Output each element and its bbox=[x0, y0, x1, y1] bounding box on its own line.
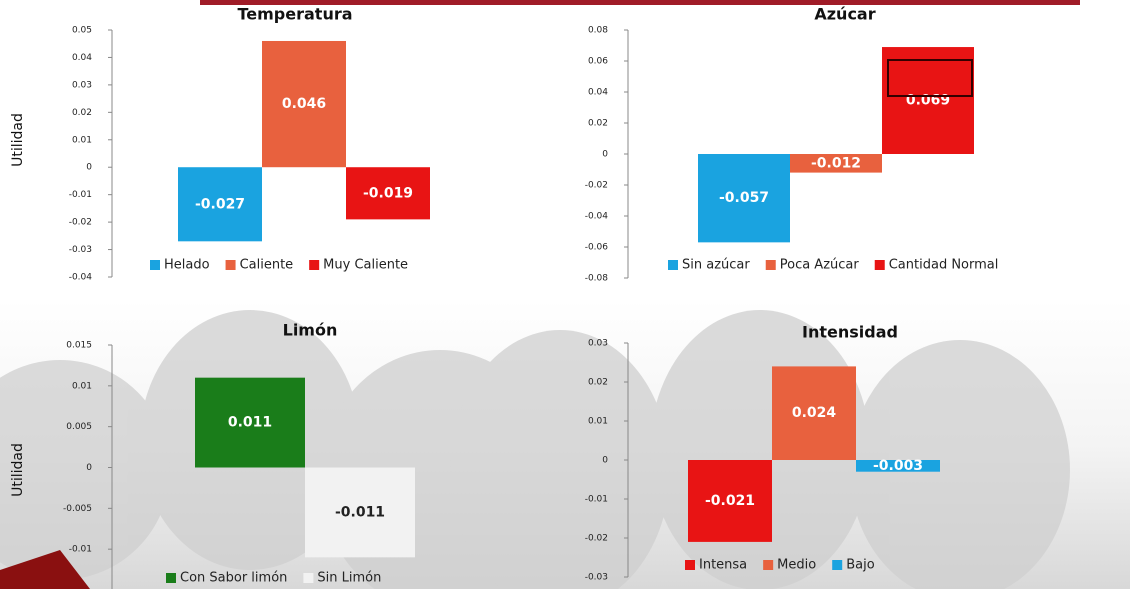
legend-label: Con Sabor limón bbox=[180, 571, 287, 586]
legend-label: Sin Limón bbox=[317, 571, 381, 586]
y-tick-label: -0.02 bbox=[585, 534, 608, 544]
value-label: -0.011 bbox=[335, 504, 385, 520]
slide: Temperatura Utilidad 0.05 0.04 0.03 0.02 0.01 0… bbox=[0, 0, 1130, 589]
y-tick-label: 0.03 bbox=[72, 80, 92, 90]
chart-title: Limón bbox=[283, 321, 338, 340]
y-tick-label: 0.01 bbox=[72, 135, 92, 145]
y-tick-label: -0.005 bbox=[63, 504, 92, 514]
y-tick-label: 0.005 bbox=[66, 422, 92, 432]
legend-label: Intensa bbox=[699, 558, 747, 573]
value-label: -0.003 bbox=[873, 458, 923, 474]
y-tick-label: 0 bbox=[86, 463, 92, 473]
y-tick-label: -0.02 bbox=[69, 218, 92, 228]
value-label: 0.011 bbox=[228, 415, 272, 431]
legend-label: Bajo bbox=[846, 558, 874, 573]
legend-swatch bbox=[150, 260, 160, 270]
chart-title: Temperatura bbox=[237, 5, 352, 24]
value-label: 0.069 bbox=[906, 93, 950, 109]
legend-swatch bbox=[668, 260, 678, 270]
legend-swatch bbox=[763, 560, 773, 570]
value-label: -0.019 bbox=[363, 185, 413, 201]
legend-label: Helado bbox=[164, 258, 210, 273]
y-tick-label: 0 bbox=[602, 150, 608, 160]
y-tick-label: -0.01 bbox=[69, 190, 92, 200]
legend-swatch bbox=[226, 260, 236, 270]
y-tick-label: 0.01 bbox=[588, 417, 608, 427]
value-label: -0.027 bbox=[195, 196, 245, 212]
legend-swatch bbox=[685, 560, 695, 570]
y-tick-label: 0.05 bbox=[72, 26, 92, 36]
y-tick-label: 0.02 bbox=[72, 108, 92, 118]
legend-swatch bbox=[832, 560, 842, 570]
y-tick-label: -0.03 bbox=[69, 245, 92, 255]
legend-label: Medio bbox=[777, 558, 816, 573]
legend-label: Caliente bbox=[240, 258, 294, 273]
y-tick-label: -0.06 bbox=[585, 243, 609, 253]
legend-swatch bbox=[166, 573, 176, 583]
value-label: 0.046 bbox=[282, 96, 326, 112]
legend-swatch bbox=[309, 260, 319, 270]
y-tick-label: 0.015 bbox=[66, 341, 92, 351]
y-axis-label: Utilidad bbox=[10, 113, 26, 167]
value-label: -0.057 bbox=[719, 190, 769, 206]
y-tick-label: 0.04 bbox=[588, 88, 608, 98]
y-tick-label: -0.04 bbox=[585, 212, 609, 222]
value-label: 0.024 bbox=[792, 405, 837, 421]
y-tick-label: -0.01 bbox=[69, 545, 92, 555]
legend-label: Sin azúcar bbox=[682, 258, 750, 273]
y-tick-label: -0.02 bbox=[585, 181, 608, 191]
legend-swatch bbox=[303, 573, 313, 583]
y-tick-label: -0.01 bbox=[585, 495, 608, 505]
legend-swatch bbox=[875, 260, 885, 270]
legend-swatch bbox=[766, 260, 776, 270]
y-tick-label: 0 bbox=[86, 163, 92, 173]
y-tick-label: 0.02 bbox=[588, 119, 608, 129]
y-tick-label: 0 bbox=[602, 456, 608, 466]
y-tick-label: 0.04 bbox=[72, 53, 92, 63]
y-tick-label: 0.06 bbox=[588, 57, 608, 67]
y-tick-label: 0.08 bbox=[588, 26, 608, 36]
y-tick-label: -0.03 bbox=[585, 573, 608, 583]
legend-label: Poca Azúcar bbox=[780, 258, 860, 273]
chart-title: Azúcar bbox=[814, 5, 875, 24]
value-label: -0.021 bbox=[705, 493, 755, 509]
y-tick-label: -0.08 bbox=[585, 274, 609, 284]
y-axis-label: Utilidad bbox=[10, 443, 26, 497]
chart-title: Intensidad bbox=[802, 323, 898, 342]
y-tick-label: 0.03 bbox=[588, 339, 608, 349]
legend-label: Cantidad Normal bbox=[889, 258, 999, 273]
y-tick-label: 0.01 bbox=[72, 381, 92, 391]
y-tick-label: 0.02 bbox=[588, 378, 608, 388]
value-label: -0.012 bbox=[811, 155, 861, 171]
legend-label: Muy Caliente bbox=[323, 258, 408, 273]
y-tick-label: -0.04 bbox=[69, 273, 93, 283]
